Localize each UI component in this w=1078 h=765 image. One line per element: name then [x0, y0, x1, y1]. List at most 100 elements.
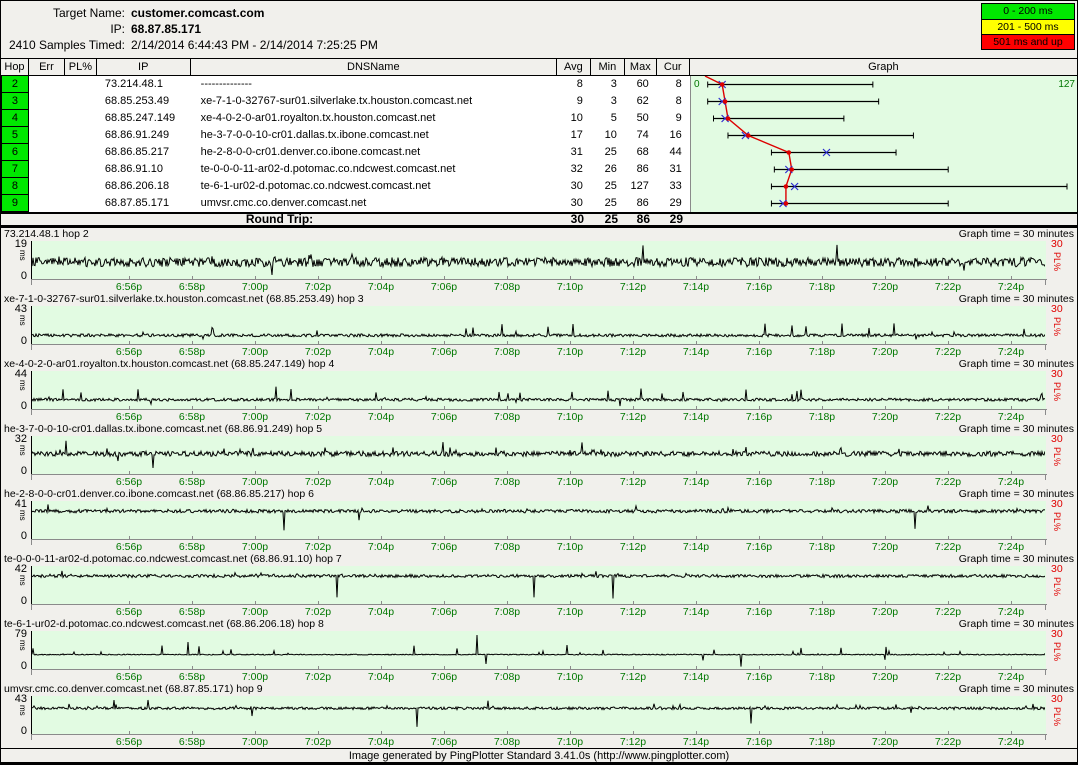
x-tick-label: 7:04p: [368, 281, 394, 293]
x-tick-label: 6:56p: [116, 606, 142, 618]
x-tick-mark: [444, 601, 445, 605]
x-tick-label: 7:04p: [368, 411, 394, 423]
x-tick-label: 7:14p: [683, 346, 709, 358]
col-max[interactable]: Max: [625, 59, 657, 75]
x-tick-mark: [507, 536, 508, 540]
col-graph[interactable]: Graph: [690, 59, 1077, 75]
x-tick-mark: [318, 536, 319, 540]
x-tick-mark: [822, 601, 823, 605]
x-tick-label: 7:08p: [494, 346, 520, 358]
timeline-y-axis: 43 ms 0: [1, 696, 30, 734]
x-tick-label: 7:08p: [494, 281, 520, 293]
timeline-graph[interactable]: umvsr.cmc.co.denver.comcast.net (68.87.8…: [1, 683, 1077, 748]
x-tick-mark: [255, 601, 256, 605]
col-pl[interactable]: PL%: [65, 59, 97, 75]
avg-cell: 8: [557, 76, 591, 93]
timeline-plot-area[interactable]: [31, 241, 1046, 279]
err-cell: [29, 178, 65, 195]
max-cell: 68: [625, 144, 657, 161]
x-tick-label: 7:16p: [746, 281, 772, 293]
x-tick-label: 7:06p: [431, 281, 457, 293]
x-tick-label: 7:06p: [431, 346, 457, 358]
timeline-plot-area[interactable]: [31, 436, 1046, 474]
x-axis-endcap: [1045, 280, 1046, 285]
x-tick-mark: [885, 471, 886, 475]
x-axis-endcap: [31, 735, 32, 740]
x-tick-mark: [822, 536, 823, 540]
timeline-plot-area[interactable]: [31, 696, 1046, 734]
cur-cell: 31: [657, 161, 690, 178]
y-axis-max: 43: [15, 303, 27, 315]
dns-cell: xe-7-1-0-32767-sur01.silverlake.tx.houst…: [191, 93, 557, 110]
col-err[interactable]: Err: [29, 59, 65, 75]
pl-axis-max: 30: [1051, 693, 1063, 705]
timeline-plot-area[interactable]: [31, 566, 1046, 604]
timeline-hop-label: umvsr.cmc.co.denver.comcast.net (68.87.8…: [4, 683, 263, 696]
timeline-graph[interactable]: 73.214.48.1 hop 2 Graph time = 30 minute…: [1, 228, 1077, 293]
cur-cell: 33: [657, 178, 690, 195]
timeline-x-axis: 6:56p6:58p7:00p7:02p7:04p7:06p7:08p7:10p…: [31, 344, 1047, 358]
x-tick-label: 7:00p: [242, 346, 268, 358]
timeline-graph[interactable]: he-3-7-0-0-10-cr01.dallas.tx.ibone.comca…: [1, 423, 1077, 488]
x-tick-mark: [192, 731, 193, 735]
x-tick-label: 7:08p: [494, 606, 520, 618]
x-tick-mark: [444, 471, 445, 475]
dns-cell: te-0-0-0-11-ar02-d.potomac.co.ndcwest.co…: [191, 161, 557, 178]
y-axis-min: 0: [21, 465, 27, 477]
dns-cell: umvsr.cmc.co.denver.comcast.net: [191, 195, 557, 212]
x-tick-mark: [444, 666, 445, 670]
x-axis-endcap: [1045, 735, 1046, 740]
x-tick-label: 7:18p: [809, 606, 835, 618]
x-tick-mark: [444, 536, 445, 540]
x-tick-mark: [192, 341, 193, 345]
x-tick-label: 6:56p: [116, 671, 142, 683]
cur-cell: 44: [657, 144, 690, 161]
col-hop[interactable]: Hop: [1, 59, 29, 75]
err-cell: [29, 93, 65, 110]
x-tick-mark: [1011, 276, 1012, 280]
avg-cell: 10: [557, 110, 591, 127]
col-avg[interactable]: Avg: [557, 59, 591, 75]
timeline-plot-area[interactable]: [31, 631, 1046, 669]
x-tick-label: 7:06p: [431, 736, 457, 748]
x-tick-label: 7:24p: [998, 736, 1024, 748]
x-tick-mark: [948, 731, 949, 735]
timeline-graph[interactable]: te-6-1-ur02-d.potomac.co.ndcwest.comcast…: [1, 618, 1077, 683]
timeline-graph[interactable]: xe-7-1-0-32767-sur01.silverlake.tx.houst…: [1, 293, 1077, 358]
timeline-graph[interactable]: te-0-0-0-11-ar02-d.potomac.co.ndcwest.co…: [1, 553, 1077, 618]
timeline-plot-area[interactable]: [31, 371, 1046, 409]
col-min[interactable]: Min: [591, 59, 625, 75]
x-tick-mark: [444, 406, 445, 410]
x-tick-label: 7:20p: [872, 671, 898, 683]
timeline-graph[interactable]: he-2-8-0-0-cr01.denver.co.ibone.comcast.…: [1, 488, 1077, 553]
x-tick-mark: [948, 601, 949, 605]
x-tick-label: 7:18p: [809, 281, 835, 293]
avg-cell: 32: [557, 161, 591, 178]
x-tick-label: 7:20p: [872, 411, 898, 423]
x-tick-label: 7:20p: [872, 541, 898, 553]
pl-axis-max: 30: [1051, 433, 1063, 445]
x-tick-label: 7:24p: [998, 346, 1024, 358]
x-tick-label: 7:00p: [242, 411, 268, 423]
timeline-graph[interactable]: xe-4-0-2-0-ar01.royalton.tx.houston.comc…: [1, 358, 1077, 423]
timeline-x-axis: 6:56p6:58p7:00p7:02p7:04p7:06p7:08p7:10p…: [31, 734, 1047, 748]
col-dnsname[interactable]: DNSName: [191, 59, 557, 75]
x-axis-endcap: [1045, 475, 1046, 480]
x-tick-label: 7:04p: [368, 541, 394, 553]
x-tick-mark: [948, 666, 949, 670]
x-axis-endcap: [31, 410, 32, 415]
min-cell: 3: [591, 93, 625, 110]
max-cell: 62: [625, 93, 657, 110]
x-tick-mark: [318, 276, 319, 280]
col-ip[interactable]: IP: [97, 59, 191, 75]
x-tick-label: 7:06p: [431, 411, 457, 423]
max-cell: 50: [625, 110, 657, 127]
timeline-plot-area[interactable]: [31, 501, 1046, 539]
x-tick-mark: [507, 471, 508, 475]
col-cur[interactable]: Cur: [657, 59, 690, 75]
timeline-plot-area[interactable]: [31, 306, 1046, 344]
x-tick-label: 7:24p: [998, 606, 1024, 618]
x-tick-mark: [759, 276, 760, 280]
timeline-pl-axis: 30 PL%: [1049, 631, 1078, 669]
y-axis-unit: ms: [18, 445, 27, 456]
